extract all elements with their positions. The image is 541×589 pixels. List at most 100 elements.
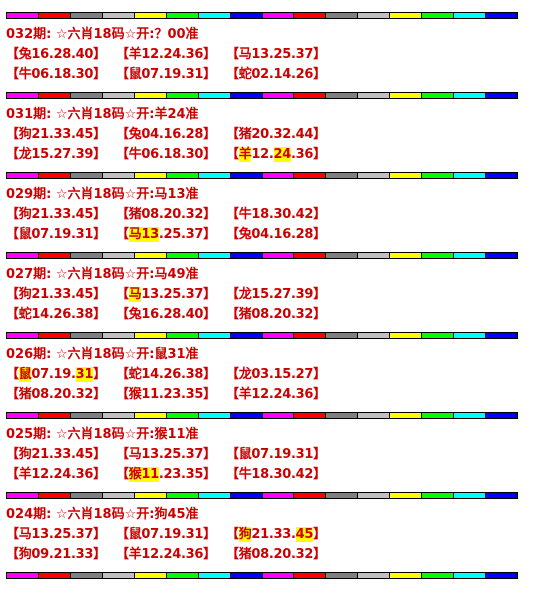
highlight-text: 羊 bbox=[238, 147, 252, 162]
bar-segment bbox=[166, 253, 199, 258]
bar-segment bbox=[294, 93, 327, 98]
bar-segment bbox=[198, 173, 231, 178]
entry: 【龙15.27.39】 bbox=[6, 145, 116, 165]
bar-segment bbox=[70, 93, 103, 98]
entry-text: 【 bbox=[226, 147, 239, 162]
entry-row: 【狗21.33.45】 【马13.25.37】 【龙15.27.39】 bbox=[6, 285, 536, 305]
bar-segment bbox=[102, 13, 135, 18]
entry-row: 【龙15.27.39】 【牛06.18.30】 【羊12.24.36】 bbox=[6, 145, 536, 165]
entry-text: 【猪08.20.32】 bbox=[116, 207, 216, 222]
highlight-text: 马13 bbox=[128, 227, 159, 242]
entry: 【羊12.24.36】 bbox=[116, 545, 226, 565]
issue-title: 026期: ☆六肖18码☆开:鼠31准 bbox=[6, 347, 199, 362]
bar-segment bbox=[7, 413, 39, 418]
entry: 【牛18.30.42】 bbox=[226, 465, 336, 485]
highlight-text: 狗 bbox=[238, 527, 252, 542]
entry-text: 【羊12.24.36】 bbox=[116, 47, 216, 62]
entry-text: 【猪08.20.32】 bbox=[226, 547, 326, 562]
bar-segment bbox=[38, 253, 71, 258]
entry: 【狗21.33.45】 bbox=[6, 125, 116, 145]
issue-block: 024期: ☆六肖18码☆开:狗45准 【马13.25.37】 【鼠07.19.31… bbox=[6, 505, 536, 565]
entry-text: .23.35】 bbox=[158, 467, 216, 482]
bar-segment bbox=[230, 173, 263, 178]
entry-text: 【 bbox=[116, 287, 129, 302]
entry: 【蛇02.14.26】 bbox=[226, 65, 336, 85]
issue-block: 027期: ☆六肖18码☆开:马49准 【狗21.33.45】 【马13.25.37… bbox=[6, 265, 536, 325]
bar-segment bbox=[262, 413, 295, 418]
bar-segment bbox=[70, 173, 103, 178]
bar-segment bbox=[70, 413, 103, 418]
entry-row: 【狗21.33.45】 【兔04.16.28】 【猪20.32.44】 bbox=[6, 125, 536, 145]
bar-segment bbox=[230, 573, 263, 578]
color-bar bbox=[6, 572, 518, 579]
bar-segment bbox=[294, 13, 327, 18]
entry: 【猪20.32.44】 bbox=[226, 125, 336, 145]
bar-segment bbox=[486, 13, 517, 18]
highlight-text: 猴11 bbox=[128, 467, 159, 482]
color-bar bbox=[6, 12, 518, 19]
entry-text: 【猪08.20.32】 bbox=[6, 387, 106, 402]
bar-segment bbox=[102, 93, 135, 98]
bar-segment bbox=[70, 573, 103, 578]
bar-segment bbox=[390, 253, 423, 258]
bar-segment bbox=[486, 93, 517, 98]
entry-text: 【蛇14.26.38】 bbox=[6, 307, 106, 322]
entry-text: 【猴11.23.35】 bbox=[116, 387, 216, 402]
entry-text: 【龙15.27.39】 bbox=[6, 147, 106, 162]
bar-segment bbox=[454, 333, 487, 338]
color-bar bbox=[6, 412, 518, 419]
color-bar bbox=[6, 492, 518, 499]
bar-segment bbox=[230, 93, 263, 98]
entry-row: 【蛇14.26.38】 【兔16.28.40】 【猪08.20.32】 bbox=[6, 305, 536, 325]
bar-segment bbox=[134, 413, 167, 418]
entry: 【马13.25.37】 bbox=[226, 45, 336, 65]
bar-segment bbox=[486, 253, 517, 258]
bar-segment bbox=[198, 13, 231, 18]
entry: 【狗09.21.33】 bbox=[6, 545, 116, 565]
entry: 【马13.25.37】 bbox=[6, 525, 116, 545]
bar-segment bbox=[7, 93, 39, 98]
bar-segment bbox=[134, 173, 167, 178]
entry-text: 【 bbox=[116, 467, 129, 482]
bar-segment bbox=[390, 493, 423, 498]
highlight-text: 鼠 bbox=[18, 367, 32, 382]
issue-block: 025期: ☆六肖18码☆开:猴11准 【狗21.33.45】 【马13.25.37… bbox=[6, 425, 536, 485]
bar-segment bbox=[38, 13, 71, 18]
entry: 【牛06.18.30】 bbox=[116, 145, 226, 165]
entry: 【羊12.24.36】 bbox=[226, 385, 336, 405]
bar-segment bbox=[294, 253, 327, 258]
entry-text: 【兔16.28.40】 bbox=[116, 307, 216, 322]
bar-segment bbox=[134, 333, 167, 338]
entry: 【兔16.28.40】 bbox=[6, 45, 116, 65]
entry-text: 【牛06.18.30】 bbox=[6, 67, 106, 82]
bar-segment bbox=[262, 93, 295, 98]
bar-segment bbox=[166, 333, 199, 338]
entry-row: 【猪08.20.32】 【猴11.23.35】 【羊12.24.36】 bbox=[6, 385, 536, 405]
bar-segment bbox=[230, 333, 263, 338]
issue-title: 029期: ☆六肖18码☆开:马13准 bbox=[6, 187, 199, 202]
entry-text: 【牛18.30.42】 bbox=[226, 467, 326, 482]
bar-segment bbox=[454, 93, 487, 98]
entry-text: 【狗09.21.33】 bbox=[6, 547, 106, 562]
bar-segment bbox=[134, 93, 167, 98]
bar-segment bbox=[166, 493, 199, 498]
bar-segment bbox=[198, 493, 231, 498]
color-bar bbox=[6, 92, 518, 99]
entry-text: 【鼠07.19.31】 bbox=[226, 447, 326, 462]
entry-text: 07.19. bbox=[31, 367, 76, 382]
entry-row: 【兔16.28.40】 【羊12.24.36】 【马13.25.37】 bbox=[6, 45, 536, 65]
bar-segment bbox=[134, 13, 167, 18]
bar-segment bbox=[326, 493, 359, 498]
bar-segment bbox=[358, 13, 391, 18]
bar-segment bbox=[326, 573, 359, 578]
bar-segment bbox=[262, 333, 295, 338]
entry-text: 【 bbox=[6, 367, 19, 382]
entry: 【马13.25.37】 bbox=[116, 445, 226, 465]
bar-segment bbox=[38, 413, 71, 418]
bar-segment bbox=[326, 413, 359, 418]
entry: 【牛06.18.30】 bbox=[6, 65, 116, 85]
color-bar bbox=[6, 252, 518, 259]
issue-block: 026期: ☆六肖18码☆开:鼠31准 【鼠07.19.31】 【蛇14.26.38… bbox=[6, 345, 536, 405]
issue-title: 024期: ☆六肖18码☆开:狗45准 bbox=[6, 507, 199, 522]
entry: 【牛18.30.42】 bbox=[226, 205, 336, 225]
